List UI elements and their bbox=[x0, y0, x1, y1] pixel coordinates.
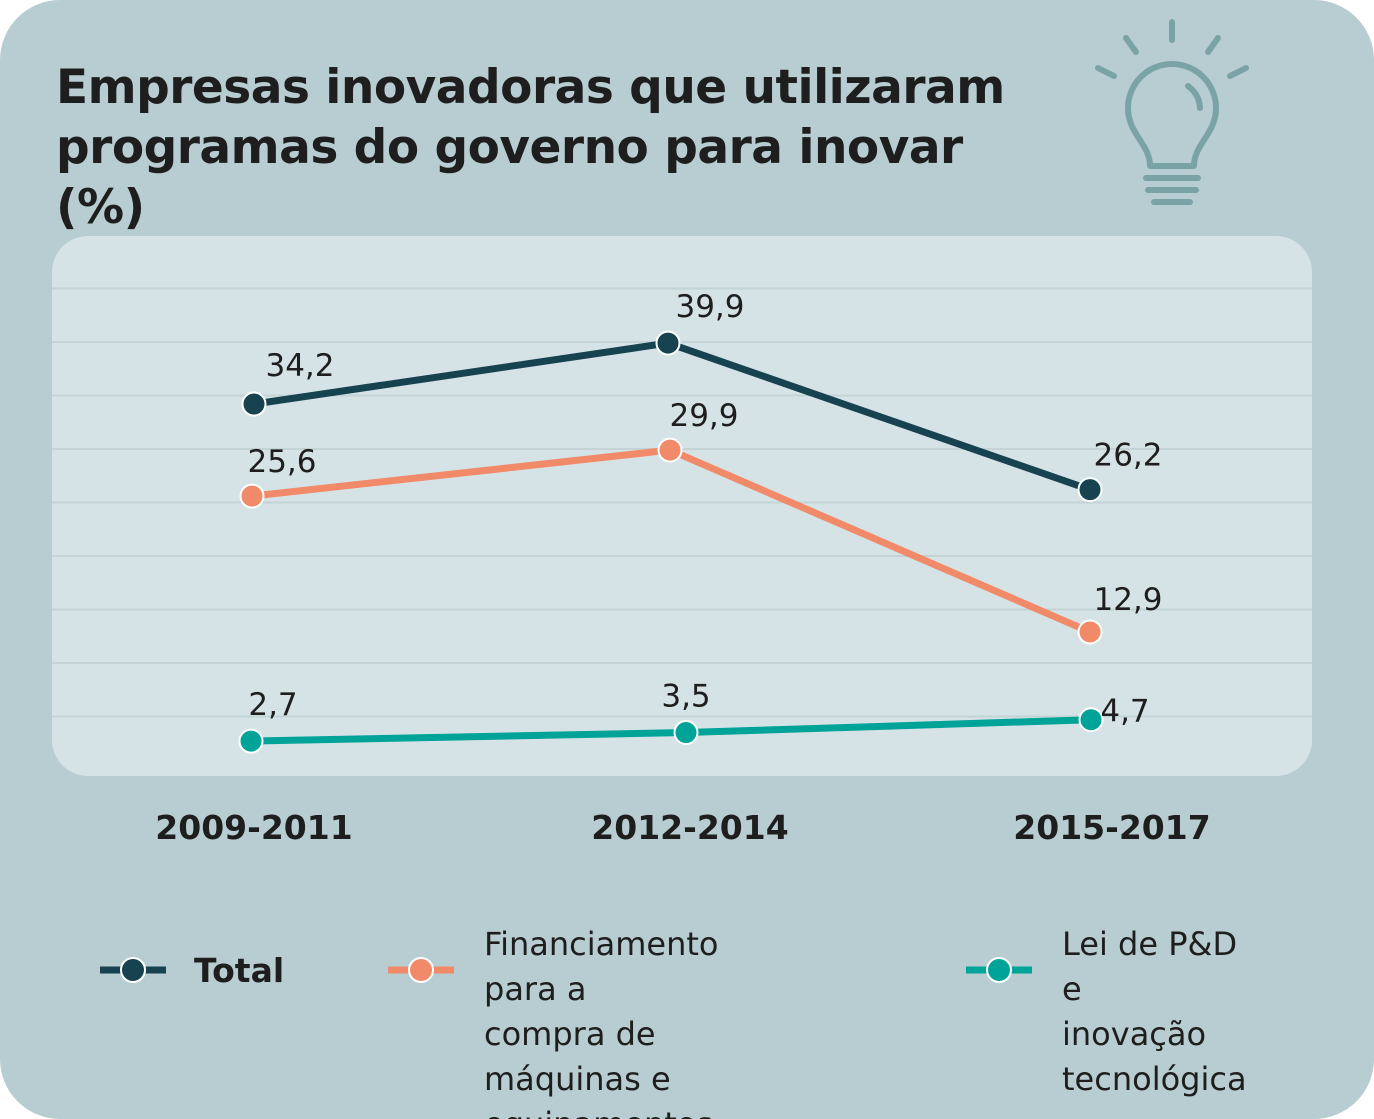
legend-label-lei-line-1: Lei de P&D e bbox=[1062, 925, 1238, 1008]
data-label-lei-1: 3,5 bbox=[661, 679, 710, 715]
data-label-financiamento-0: 25,6 bbox=[247, 444, 316, 480]
legend-label-lei-line-3: tecnológica bbox=[1062, 1060, 1247, 1098]
data-point-total-0 bbox=[241, 391, 267, 417]
plot-area bbox=[52, 236, 1312, 776]
data-point-lei-1 bbox=[673, 720, 699, 746]
data-label-total-2: 26,2 bbox=[1093, 438, 1162, 474]
chart-title: Empresas inovadoras que utilizaram progr… bbox=[56, 58, 1056, 238]
x-tick-label-2012-2014: 2012-2014 bbox=[591, 808, 789, 847]
data-point-lei-0 bbox=[238, 728, 264, 754]
data-point-financiamento-2 bbox=[1077, 619, 1103, 645]
data-label-total-1: 39,9 bbox=[675, 289, 744, 325]
legend-label-total-line-1: Total bbox=[194, 951, 285, 990]
data-label-total-0: 34,2 bbox=[265, 348, 334, 384]
series-line-financiamento bbox=[248, 446, 1094, 636]
legend-label-total: Total bbox=[194, 948, 284, 993]
data-label-lei-2: 4,7 bbox=[1100, 694, 1149, 730]
chart-title-line-1: Empresas inovadoras que utilizaram bbox=[56, 60, 1005, 115]
legend-label-financiamento-line-3: equipamentos bbox=[484, 1102, 719, 1119]
lightbulb-icon bbox=[1095, 19, 1249, 205]
legend-label-financiamento-line-1: Financiamento para a bbox=[484, 925, 719, 1008]
data-point-financiamento-0 bbox=[239, 483, 265, 509]
data-label-financiamento-2: 12,9 bbox=[1093, 582, 1162, 618]
legend-swatch-total bbox=[100, 957, 166, 983]
data-point-financiamento-1 bbox=[657, 437, 683, 463]
data-point-total-1 bbox=[655, 330, 681, 356]
data-label-lei-0: 2,7 bbox=[248, 687, 297, 723]
legend-label-financiamento: Financiamento para a compra de máquinas … bbox=[484, 922, 719, 1119]
legend-label-lei: Lei de P&D e inovação tecnológica bbox=[1062, 922, 1247, 1102]
data-label-financiamento-1: 29,9 bbox=[669, 398, 738, 434]
legend-label-financiamento-line-2: compra de máquinas e bbox=[484, 1015, 671, 1098]
chart-title-line-2: programas do governo para inovar (%) bbox=[56, 120, 963, 235]
x-tick-label-2009-2011: 2009-2011 bbox=[155, 808, 353, 847]
legend-swatch-financiamento bbox=[388, 957, 454, 983]
data-point-lei-2 bbox=[1078, 707, 1104, 733]
legend-label-lei-line-2: inovação bbox=[1062, 1015, 1207, 1053]
x-tick-label-2015-2017: 2015-2017 bbox=[1013, 808, 1211, 847]
series-line-lei bbox=[247, 716, 1095, 745]
legend-swatch-lei bbox=[966, 957, 1032, 983]
data-point-total-2 bbox=[1077, 477, 1103, 503]
